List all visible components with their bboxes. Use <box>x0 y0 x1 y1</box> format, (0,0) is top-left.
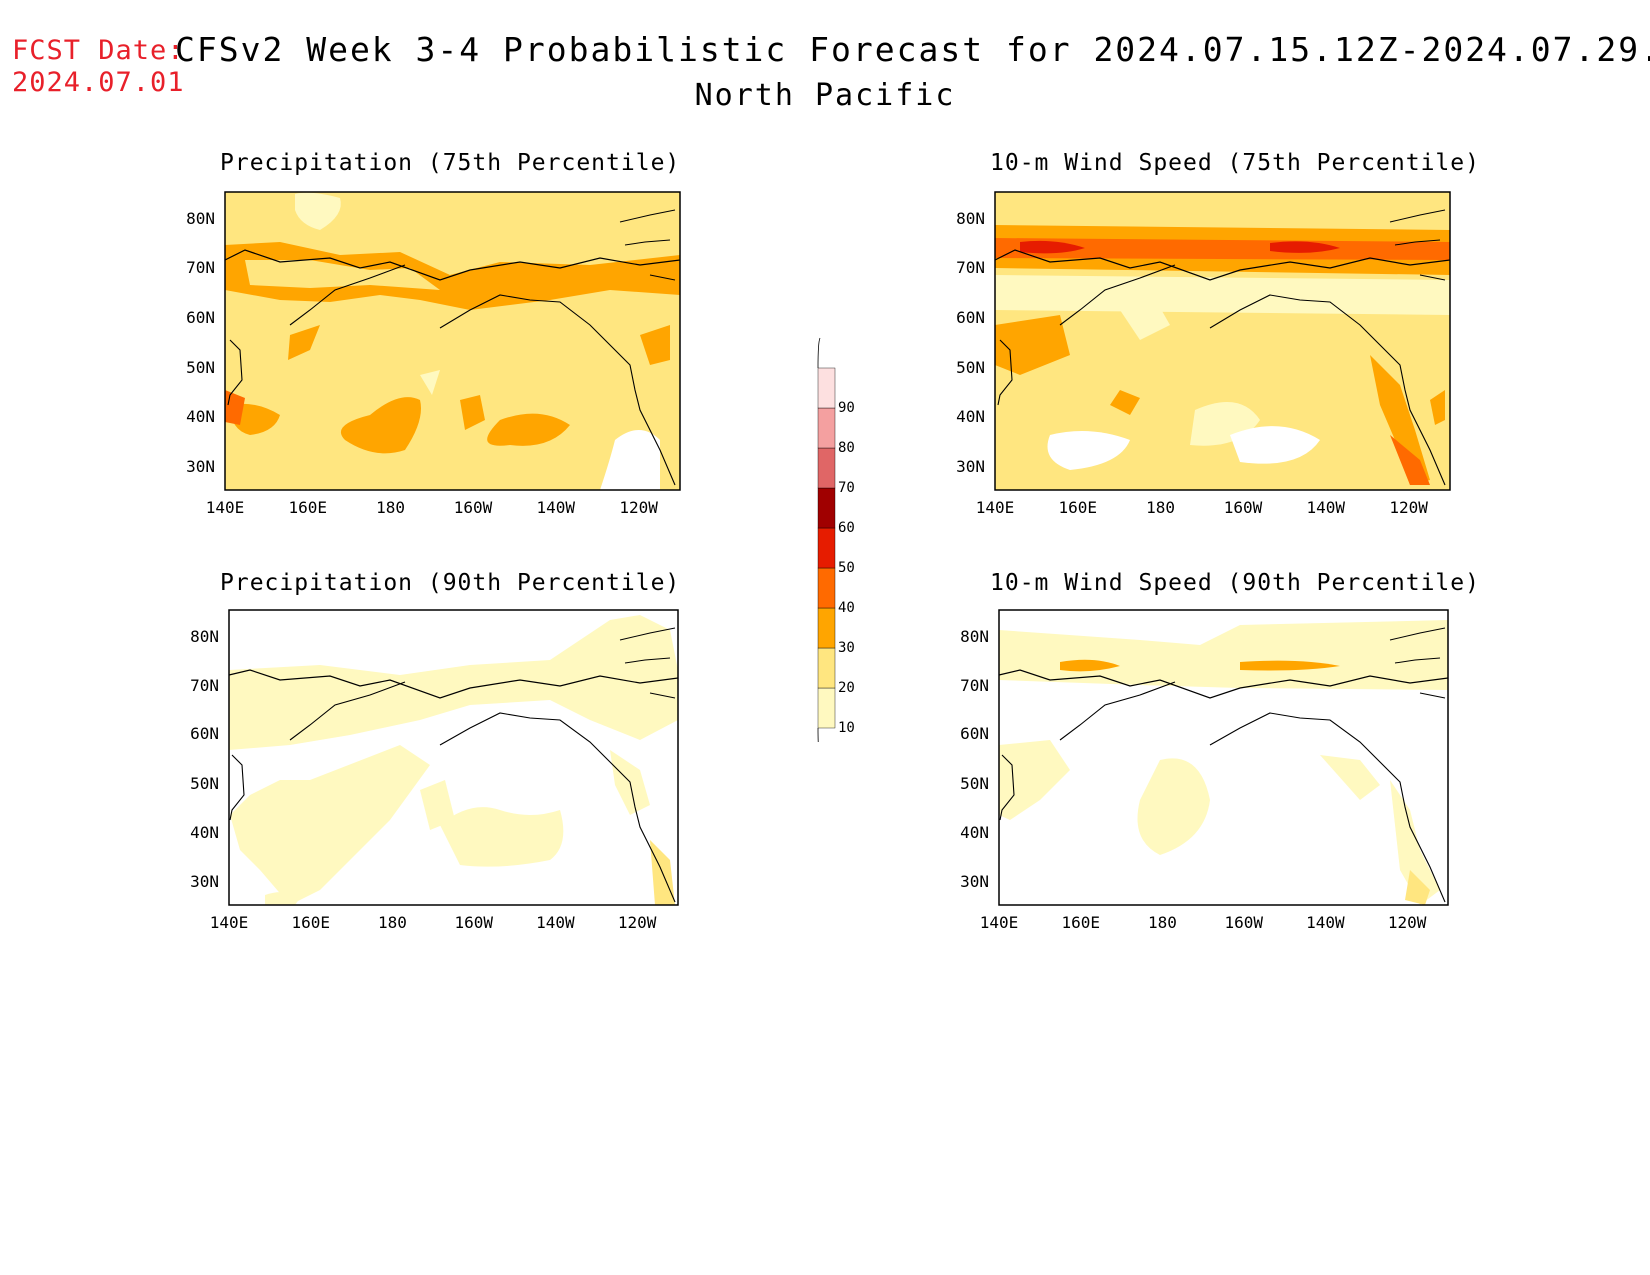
lon-tick-label: 140W <box>1306 498 1346 517</box>
lon-tick-label: 120W <box>619 498 658 517</box>
colorbar-level-label: 90 <box>838 400 855 416</box>
lon-tick-label: 160W <box>453 498 493 517</box>
lat-tick-label: 30N <box>186 456 215 476</box>
panel-precip-75: Precipitation (75th Percentile) <box>170 150 700 525</box>
colorbar-top-cap <box>817 337 821 369</box>
colorbar-swatch <box>817 367 836 409</box>
map-precip-90 <box>228 609 679 906</box>
colorbar-level-label: 80 <box>838 440 855 456</box>
lon-tick-label: 160W <box>454 913 493 932</box>
lon-tick-label: 180 <box>1147 913 1177 932</box>
colorbar-swatch <box>817 407 836 449</box>
colorbar-level-label: 40 <box>838 600 855 616</box>
lat-tick-label: 80N <box>186 208 215 228</box>
lat-tick-label: 70N <box>960 675 989 695</box>
colorbar-swatch <box>817 487 836 529</box>
lat-tick-label: 60N <box>186 307 215 327</box>
lon-tick-label: 160E <box>1058 498 1098 517</box>
lat-tick-label: 60N <box>956 307 985 327</box>
lat-tick-label: 40N <box>190 823 219 843</box>
colorbar-swatch <box>817 607 836 649</box>
map-precip-75 <box>224 191 681 491</box>
lat-tick-label: 80N <box>960 626 989 646</box>
lat-tick-label: 40N <box>186 407 215 427</box>
lon-tick-label: 160W <box>1224 913 1263 932</box>
lon-tick-label: 140E <box>979 913 1019 932</box>
lat-tick-label: 80N <box>956 208 985 228</box>
fcst-date-label: FCST Date: <box>12 35 185 66</box>
lat-tick-label: 40N <box>956 407 985 427</box>
region-subtitle: North Pacific <box>694 78 956 113</box>
lat-tick-label: 70N <box>186 258 215 278</box>
panel-precip-90: Precipitation (90th Percentile) <box>170 570 700 945</box>
panel-title: 10-m Wind Speed (75th Percentile) <box>990 150 1480 176</box>
lon-tick-label: 140W <box>536 913 575 932</box>
colorbar-swatch <box>817 447 836 489</box>
lon-tick-label: 140E <box>205 498 245 517</box>
lon-tick-label: 140W <box>536 498 576 517</box>
lat-tick-label: 30N <box>190 871 219 891</box>
colorbar <box>817 337 836 742</box>
lon-tick-label: 160E <box>1061 913 1100 932</box>
lon-tick-label: 120W <box>617 913 657 932</box>
lat-tick-label: 80N <box>190 626 219 646</box>
lat-tick-label: 50N <box>960 773 989 793</box>
colorbar-level-label: 60 <box>838 520 855 536</box>
main-title: CFSv2 Week 3-4 Probabilistic Forecast fo… <box>175 30 1650 69</box>
panel-title: 10-m Wind Speed (90th Percentile) <box>990 570 1480 596</box>
panel-title: Precipitation (75th Percentile) <box>220 150 681 176</box>
colorbar-level-label: 30 <box>838 640 855 656</box>
lat-tick-label: 60N <box>960 724 989 744</box>
lon-tick-label: 140W <box>1306 913 1345 932</box>
panel-wind-90: 10-m Wind Speed (90th Percentile) <box>940 570 1480 945</box>
colorbar-level-label: 70 <box>838 480 855 496</box>
colorbar-swatch <box>817 567 836 609</box>
panel-wind-75: 10-m Wind Speed (75th Percentile) <box>940 150 1480 525</box>
lon-tick-label: 180 <box>377 913 407 932</box>
lat-tick-label: 30N <box>960 871 989 891</box>
lon-tick-label: 160E <box>288 498 328 517</box>
colorbar-swatch <box>817 527 836 569</box>
lat-tick-label: 50N <box>186 357 215 377</box>
lon-tick-label: 140E <box>975 498 1015 517</box>
colorbar-level-label: 20 <box>838 680 855 696</box>
lat-tick-label: 40N <box>960 823 989 843</box>
lon-tick-label: 120W <box>1389 498 1428 517</box>
colorbar-bottom-cap <box>817 727 819 742</box>
lat-tick-label: 60N <box>190 724 219 744</box>
colorbar-level-label: 50 <box>838 560 855 576</box>
lon-tick-label: 160W <box>1223 498 1263 517</box>
lat-tick-label: 50N <box>190 773 219 793</box>
lat-tick-label: 30N <box>956 456 985 476</box>
lat-tick-label: 70N <box>956 258 985 278</box>
lon-tick-label: 180 <box>1146 498 1176 517</box>
fcst-date-value: 2024.07.01 <box>12 67 185 98</box>
lon-tick-label: 160E <box>291 913 330 932</box>
lon-tick-label: 120W <box>1387 913 1427 932</box>
map-wind-90 <box>998 609 1449 906</box>
lat-tick-label: 50N <box>956 357 985 377</box>
colorbar-swatch <box>817 647 836 689</box>
panel-title: Precipitation (90th Percentile) <box>220 570 681 596</box>
lon-tick-label: 180 <box>376 498 406 517</box>
colorbar-swatch <box>817 687 836 729</box>
lat-tick-label: 70N <box>190 675 219 695</box>
lon-tick-label: 140E <box>209 913 249 932</box>
map-wind-75 <box>994 191 1451 491</box>
colorbar-level-label: 10 <box>838 720 855 736</box>
